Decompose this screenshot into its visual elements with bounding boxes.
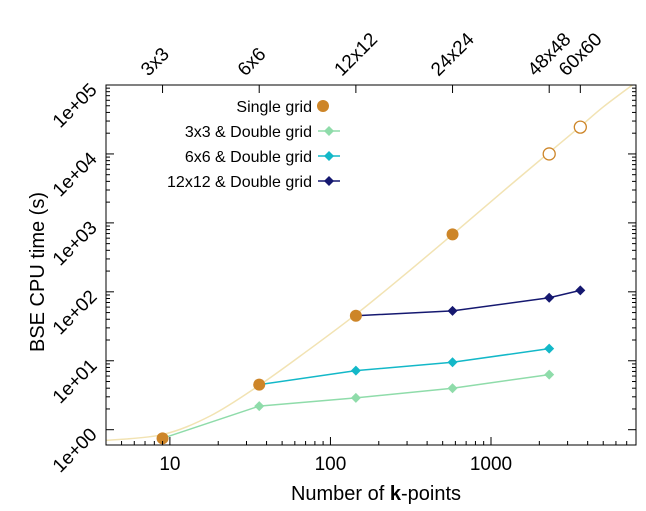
series-0 [156,120,587,445]
data-point [350,365,361,376]
data-point [544,343,555,354]
top-axis-tick-label: 24x24 [427,29,479,81]
legend-entry-1: 3x3 & Double grid [185,124,340,141]
axes-layer: 1e+00 1e+01 1e+02 1e+03 1e+04 1e+05 10 100 1000 3… [49,29,637,477]
x-axis-title-bold: k [390,483,402,505]
y-tick-label: 1e+01 [49,355,102,408]
x-tick-label: 10 [159,454,180,475]
legend-entry-2: 6x6 & Double grid [185,149,340,166]
legend-entry-0: Single grid [236,99,329,116]
legend-label: 6x6 & Double grid [185,149,312,166]
top-axis-tick-label: 6x6 [234,44,271,81]
y-tick-label: 1e+00 [49,424,102,477]
legend: Single grid 3x3 & Double grid 6x6 & Double… [167,99,340,191]
x-axis-title-prefix: Number of [291,483,390,505]
data-point [254,401,265,412]
legend-label: Single grid [236,99,312,116]
data-point [156,432,169,445]
series-2 [254,343,555,390]
legend-label: 3x3 & Double grid [185,124,312,141]
data-point [544,369,555,380]
top-axis-tick-label: 12x12 [331,29,382,80]
data-point [575,285,586,296]
x-axis-title-suffix: -points [401,483,461,505]
series-1 [157,369,555,444]
x-axis-title: Number of k-points [291,483,461,505]
legend-marker [324,151,334,161]
legend-label: 12x12 & Double grid [167,174,312,191]
legend-marker [317,100,329,112]
data-point [349,309,362,322]
data-point [446,228,459,241]
y-axis-title: BSE CPU time (s) [27,192,49,352]
x-tick-label: 100 [315,454,347,475]
series-line [162,373,550,440]
data-point [447,305,458,316]
data-point [253,378,266,391]
data-point [447,357,458,368]
y-tick-label: 1e+05 [49,80,102,133]
x-tick-label: 1000 [470,454,512,475]
data-point [447,383,458,394]
top-axis-tick-label: 3x3 [137,44,174,81]
y-tick-label: 1e+04 [49,148,102,201]
series-layer [156,120,587,445]
data-point [544,292,555,303]
y-tick-label: 1e+03 [49,218,102,271]
data-point-open [573,120,587,134]
series-line [355,289,581,317]
series-3 [350,285,586,321]
data-point [350,392,361,403]
legend-marker [324,176,334,186]
legend-entry-3: 12x12 & Double grid [167,174,340,191]
data-point-open [542,147,556,161]
series-line [259,347,550,386]
legend-marker [324,126,334,136]
y-tick-label: 1e+02 [49,287,102,340]
plot-frame [105,84,637,446]
